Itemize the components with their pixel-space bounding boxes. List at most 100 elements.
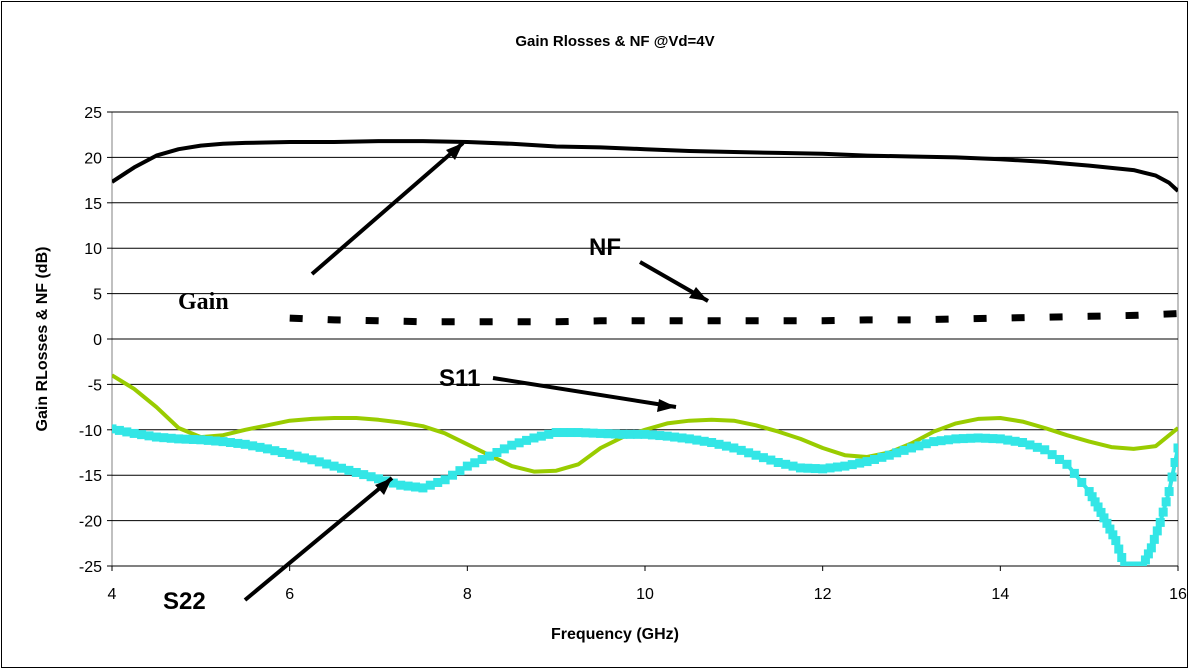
series-s22-marker xyxy=(1143,549,1153,559)
series-s22-marker xyxy=(1087,492,1097,502)
series-s22-marker xyxy=(1161,497,1171,507)
series-s22-marker xyxy=(877,452,887,462)
series-s22-marker xyxy=(869,454,879,464)
series-s22-point xyxy=(729,443,739,453)
series-s22-marker xyxy=(670,432,680,442)
series-s22-marker xyxy=(1117,553,1127,563)
series-s22-marker xyxy=(921,439,931,449)
annotation-nf: NF xyxy=(589,234,709,303)
series-s22-point xyxy=(507,440,517,450)
series-s22-point xyxy=(973,433,983,443)
series-s22-point xyxy=(1093,502,1103,512)
series-s22-marker xyxy=(255,442,265,452)
x-tick-label: 12 xyxy=(814,586,832,603)
series-s22 xyxy=(112,424,1178,566)
series-s22-marker xyxy=(1047,450,1057,460)
series-s22-point xyxy=(218,437,228,447)
series-s22-point xyxy=(285,449,295,459)
y-tick-label: -5 xyxy=(88,377,102,394)
series-s22-marker xyxy=(144,431,154,441)
series-s22-point xyxy=(351,467,361,477)
series-s22-point xyxy=(440,475,450,485)
series-s22-marker xyxy=(803,463,813,473)
series-s22-marker xyxy=(1077,477,1087,487)
series-s22-marker xyxy=(277,448,287,457)
series-s22-point xyxy=(1155,517,1165,527)
series-s22-marker xyxy=(1096,507,1106,517)
x-axis-title: Frequency (GHz) xyxy=(551,626,679,643)
series-s22-point xyxy=(462,461,472,471)
series-s22-marker xyxy=(299,453,309,463)
series-s22-marker xyxy=(1003,435,1013,445)
series-s22-marker xyxy=(1069,468,1079,478)
series-s22-marker xyxy=(114,425,124,435)
series-s22-marker xyxy=(825,463,835,473)
series-s22-marker xyxy=(1108,530,1118,540)
series-s22-marker xyxy=(122,427,132,437)
series-s22-marker xyxy=(1055,454,1065,464)
series-s22-point xyxy=(596,428,606,438)
series-s22-marker xyxy=(203,435,213,445)
series-s22-point xyxy=(840,461,850,471)
series-s22-point xyxy=(1111,536,1121,546)
series-s22-marker xyxy=(699,436,709,446)
series-s22-marker xyxy=(1010,436,1020,446)
series-s22-point xyxy=(818,464,828,474)
series-s22-point xyxy=(751,450,761,460)
series-s22-point xyxy=(951,434,961,444)
series-s22-point xyxy=(485,451,495,461)
y-tick-label: -10 xyxy=(79,423,102,440)
series-s22-marker xyxy=(766,455,776,465)
series-s22-point xyxy=(307,455,317,465)
series-s22-marker xyxy=(944,435,954,445)
series-s22-marker xyxy=(855,458,865,468)
series-s22-marker xyxy=(788,461,798,471)
series-s22-marker xyxy=(966,433,976,443)
y-tick-label: 15 xyxy=(84,196,102,213)
series-s22-point xyxy=(1164,487,1174,497)
series-s22-point xyxy=(551,428,561,438)
x-tick-labels: 4 6 8 10 12 14 16 xyxy=(108,566,1187,603)
series-gain-line xyxy=(112,139,1178,193)
series-s22-marker xyxy=(892,448,902,458)
series-s22-marker xyxy=(492,448,502,457)
series-s22-marker xyxy=(225,438,235,448)
series-s22-marker xyxy=(899,445,909,455)
series-s22-marker xyxy=(647,430,657,440)
series-s22-marker xyxy=(1149,534,1159,544)
series-s22-marker xyxy=(188,434,198,444)
y-tick-labels: 25 20 15 10 5 0 -5 -10 -15 -20 -25 xyxy=(79,105,112,576)
y-tick-label: 25 xyxy=(84,105,102,122)
series-s22-marker xyxy=(344,465,354,475)
series-s22-marker xyxy=(559,428,569,438)
y-tick-label: 0 xyxy=(93,332,102,349)
series-s11 xyxy=(112,373,1178,474)
series-s22-marker xyxy=(477,454,487,464)
series-s22-marker xyxy=(536,431,546,441)
series-s22-marker xyxy=(936,436,946,446)
series-s22-point xyxy=(262,444,272,454)
series-s22-marker xyxy=(1170,457,1178,467)
series-s22-marker xyxy=(499,444,509,454)
series-s22-marker xyxy=(455,466,465,476)
series-s22-marker xyxy=(1099,513,1109,523)
series-s22-marker xyxy=(403,481,413,491)
series-s22-marker xyxy=(692,435,702,445)
y-tick-label: -25 xyxy=(79,559,102,576)
series-s22-point xyxy=(112,424,117,434)
series-s22-marker xyxy=(425,480,435,490)
series-s22-marker xyxy=(633,429,643,439)
x-tick-label: 14 xyxy=(991,586,1009,603)
series-s22-point xyxy=(529,433,539,443)
series-s22-marker xyxy=(988,434,998,444)
series-s22-marker xyxy=(610,429,620,439)
series-s22-marker xyxy=(1158,507,1168,517)
y-tick-label: -20 xyxy=(79,514,102,531)
x-tick-label: 6 xyxy=(285,586,294,603)
series-s22-point xyxy=(862,457,872,467)
y-axis-title: Gain RLosses & NF (dB) xyxy=(34,247,51,432)
series-s22-point xyxy=(374,474,383,484)
series-s22-marker xyxy=(914,441,924,451)
